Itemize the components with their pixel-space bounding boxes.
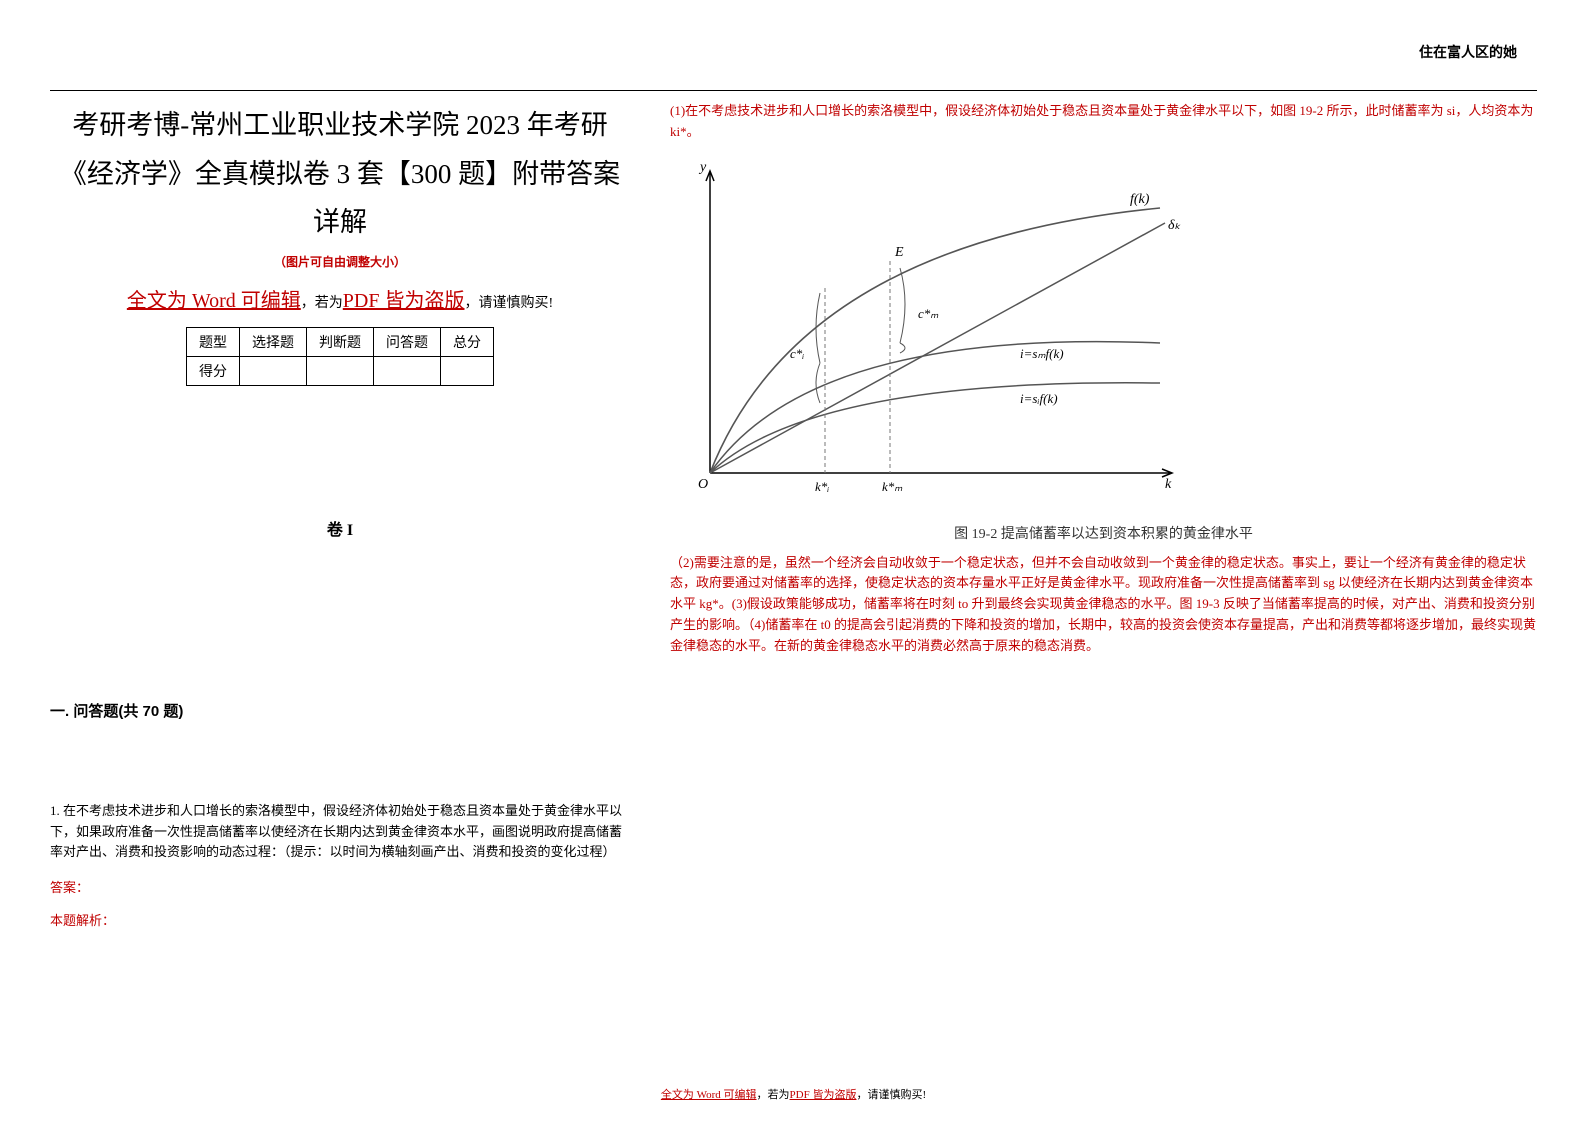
footer-red2: PDF 皆为盗版 xyxy=(790,1089,857,1101)
image-resize-note: （图片可自由调整大小） xyxy=(50,253,630,270)
answer-paragraph-2: （2)需要注意的是，虽然一个经济会自动收敛于一个稳定状态，但并不会自动收敛到一个… xyxy=(670,553,1537,657)
point-E-label: E xyxy=(894,245,904,260)
analysis-label: 本题解析： xyxy=(50,910,630,929)
right-column: (1)在不考虑技术进步和人口增长的索洛模型中，假设经济体初始处于稳态且资本量处于… xyxy=(670,101,1537,929)
section-heading: 一. 问答题(共 70 题) xyxy=(50,700,630,721)
isi-label: i=sᵢf(k) xyxy=(1020,391,1058,406)
two-column-layout: 考研考博-常州工业职业技术学院 2023 年考研 《经济学》全真模拟卷 3 套【… xyxy=(50,101,1537,929)
header-watermark: 住在富人区的她 xyxy=(1419,42,1517,62)
th-qa: 问答题 xyxy=(374,327,441,356)
th-choice: 选择题 xyxy=(240,327,307,356)
footer-tail: ，请谨慎购买! xyxy=(856,1089,926,1101)
answer-paragraph-1: (1)在不考虑技术进步和人口增长的索洛模型中，假设经济体初始处于稳态且资本量处于… xyxy=(670,101,1537,143)
th-total: 总分 xyxy=(441,327,494,356)
kg-label: k*ₘ xyxy=(882,479,903,494)
fk-curve-label: f(k) xyxy=(1130,192,1150,207)
table-row: 题型 选择题 判断题 问答题 总分 xyxy=(187,327,494,356)
td-empty xyxy=(240,356,307,385)
th-type: 题型 xyxy=(187,327,240,356)
volume-label: 卷 I xyxy=(50,516,630,540)
table-row: 得分 xyxy=(187,356,494,385)
th-judge: 判断题 xyxy=(307,327,374,356)
footer-mid: ，若为 xyxy=(757,1089,790,1101)
footer-red1: 全文为 Word 可编辑 xyxy=(661,1089,757,1101)
origin-label: O xyxy=(698,477,708,492)
ki-label: k*ᵢ xyxy=(815,479,829,494)
title-line-3: 详解 xyxy=(50,198,630,247)
y-axis-label: y xyxy=(698,160,707,175)
td-score-label: 得分 xyxy=(187,356,240,385)
document-title: 考研考博-常州工业职业技术学院 2023 年考研 《经济学》全真模拟卷 3 套【… xyxy=(50,101,630,247)
title-line-1: 考研考博-常州工业职业技术学院 2023 年考研 xyxy=(50,101,630,150)
left-column: 考研考博-常州工业职业技术学院 2023 年考研 《经济学》全真模拟卷 3 套【… xyxy=(50,101,630,929)
answer-label: 答案： xyxy=(50,877,630,896)
edit-warning-tail: ，请谨慎购买! xyxy=(464,296,553,311)
edit-warning-red2: PDF 皆为盗版 xyxy=(343,290,465,312)
solow-diagram: E c*ᵢ c*ₘ y k O f(k) δₖ i=sₘf(k) i=sᵢf(k… xyxy=(670,153,1537,543)
td-empty xyxy=(307,356,374,385)
edit-warning-mid: ，若为 xyxy=(301,296,343,311)
footer-warning: 全文为 Word 可编辑，若为PDF 皆为盗版，请谨慎购买! xyxy=(0,1086,1587,1102)
edit-warning: 全文为 Word 可编辑，若为PDF 皆为盗版，请谨慎购买! xyxy=(50,284,630,313)
isg-label: i=sₘf(k) xyxy=(1020,346,1064,361)
chart-caption: 图 19-2 提高储蓄率以达到资本积累的黄金律水平 xyxy=(670,523,1537,543)
delta-label: δₖ xyxy=(1168,218,1182,233)
question-1-text: 1. 在不考虑技术进步和人口增长的索洛模型中，假设经济体初始处于稳态且资本量处于… xyxy=(50,801,630,863)
cg-label: c*ₘ xyxy=(918,306,939,321)
td-empty xyxy=(374,356,441,385)
x-axis-label: k xyxy=(1165,477,1172,492)
score-table: 题型 选择题 判断题 问答题 总分 得分 xyxy=(186,327,494,386)
ci-label: c*ᵢ xyxy=(790,346,804,361)
header-divider xyxy=(50,90,1537,91)
chart-svg: E c*ᵢ c*ₘ y k O f(k) δₖ i=sₘf(k) i=sᵢf(k… xyxy=(670,153,1190,513)
td-empty xyxy=(441,356,494,385)
edit-warning-red1: 全文为 Word 可编辑 xyxy=(127,290,301,312)
title-line-2: 《经济学》全真模拟卷 3 套【300 题】附带答案 xyxy=(50,150,630,199)
